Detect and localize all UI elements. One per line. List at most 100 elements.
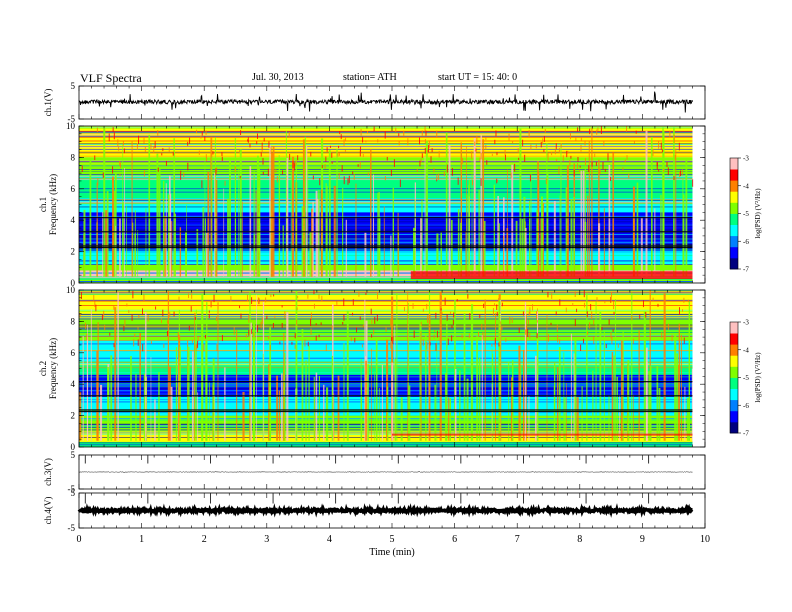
- hot-speckle: [350, 337, 352, 342]
- colorbar-segment: [730, 195, 738, 198]
- hot-speckle: [133, 339, 135, 347]
- hot-speckle: [319, 178, 321, 186]
- sferic: [454, 299, 456, 441]
- hot-speckle: [577, 127, 579, 132]
- sferic: [530, 174, 532, 277]
- hot-speckle: [481, 323, 483, 330]
- hot-speckle: [318, 294, 320, 299]
- hot-speckle: [431, 148, 433, 153]
- hot-speckle: [324, 164, 326, 169]
- colorbar-segment: [730, 220, 738, 224]
- y-axis-label: ch.1: [38, 197, 48, 212]
- colorbar-segment: [730, 261, 738, 264]
- sferic: [591, 127, 593, 277]
- sferic: [454, 369, 457, 441]
- hot-speckle: [173, 311, 175, 317]
- sferic: [281, 373, 283, 441]
- sferic: [651, 136, 653, 277]
- colorbar-segment: [730, 383, 738, 386]
- colorbar-segment: [730, 228, 738, 231]
- sferic: [483, 220, 486, 277]
- hot-speckle: [501, 302, 503, 307]
- hot-speckle: [230, 296, 232, 302]
- sferic: [500, 321, 502, 441]
- sferic: [526, 313, 527, 441]
- hot-speckle: [496, 304, 498, 310]
- tone-line: [79, 126, 693, 128]
- hot-speckle: [656, 162, 658, 170]
- x-tick-label: 6: [452, 534, 457, 545]
- colorbar-segment: [730, 161, 738, 164]
- hot-speckle: [117, 139, 119, 147]
- hot-speckle: [144, 146, 146, 153]
- sferic: [503, 197, 505, 277]
- tone-line: [79, 130, 693, 132]
- colorbar-segment: [730, 401, 738, 404]
- hot-speckle: [291, 341, 293, 345]
- sferic: [542, 202, 544, 277]
- sferic: [616, 376, 618, 441]
- sferic: [79, 391, 82, 441]
- hot-speckle: [257, 325, 259, 333]
- sferic: [588, 141, 590, 277]
- hot-speckle: [358, 291, 360, 297]
- hot-speckle: [191, 339, 193, 343]
- sferic: [457, 209, 460, 277]
- dark-line: [79, 231, 693, 233]
- sferic: [302, 139, 306, 277]
- sferic: [378, 387, 380, 441]
- hot-speckle: [297, 296, 299, 299]
- hot-speckle: [336, 301, 338, 305]
- sferic: [370, 149, 372, 277]
- hot-speckle: [113, 132, 115, 140]
- sferic: [515, 220, 518, 277]
- hot-speckle: [522, 139, 524, 147]
- tone-line: [79, 442, 693, 444]
- hot-speckle: [433, 334, 435, 339]
- hot-speckle: [524, 329, 526, 335]
- hot-speckle: [433, 167, 435, 173]
- tone-line: [79, 278, 693, 280]
- sferic: [506, 227, 509, 277]
- sferic: [336, 148, 338, 277]
- y-tick-label: 4: [71, 379, 76, 389]
- low-band-hot: [410, 271, 693, 280]
- hot-speckle: [580, 344, 582, 351]
- sferic: [493, 184, 495, 277]
- hot-speckle: [341, 165, 343, 172]
- hot-speckle: [96, 127, 98, 133]
- tone-line: [79, 241, 693, 243]
- hot-speckle: [102, 172, 104, 178]
- sferic: [130, 355, 132, 441]
- tone-line: [79, 445, 693, 447]
- sferic: [451, 219, 453, 277]
- sferic: [223, 188, 225, 277]
- tone-line: [79, 260, 693, 262]
- colorbar-segment: [730, 230, 738, 233]
- colorbar-segment: [730, 370, 738, 373]
- hot-speckle: [461, 334, 463, 339]
- sferic: [364, 299, 366, 441]
- tone-line: [79, 127, 693, 129]
- hot-speckle: [94, 301, 96, 307]
- sferic: [524, 301, 527, 441]
- sferic: [150, 356, 152, 441]
- tone-line: [79, 215, 693, 217]
- sferic: [658, 387, 661, 441]
- hot-speckle: [547, 153, 549, 161]
- hot-speckle: [451, 168, 453, 176]
- sferic: [495, 312, 496, 441]
- hot-speckle: [678, 142, 680, 151]
- hot-speckle: [112, 127, 114, 132]
- hot-speckle: [245, 334, 247, 338]
- hot-speckle: [187, 141, 189, 146]
- hot-speckle: [310, 151, 312, 157]
- tone-line: [79, 383, 693, 384]
- colorbar-segment: [730, 174, 738, 177]
- hot-speckle: [478, 331, 480, 337]
- colorbar-segment: [730, 329, 738, 332]
- sferic: [217, 302, 219, 441]
- tone-line: [79, 224, 693, 226]
- tone-line: [79, 365, 693, 367]
- hot-speckle: [610, 297, 612, 302]
